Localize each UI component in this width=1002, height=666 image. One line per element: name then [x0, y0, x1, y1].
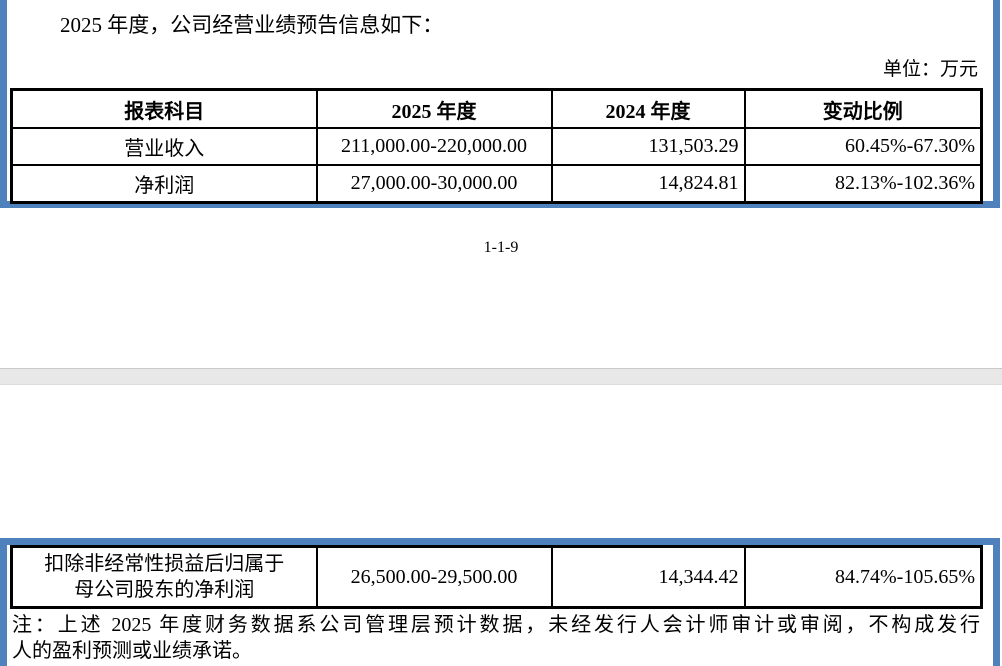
col-header-2024: 2024 年度: [550, 88, 746, 129]
footnote: 注：上述 2025 年度财务数据系公司管理层预计数据，未经发行人会计师审计或审阅…: [12, 612, 980, 664]
table-header-row: 报表科目 2025 年度 2024 年度 变动比例: [10, 88, 983, 129]
footnote-line1: 注：上述 2025 年度财务数据系公司管理层预计数据，未经发行人会计师审计或审阅…: [12, 614, 980, 636]
cell-change-ratio: 60.45%-67.30%: [743, 127, 983, 166]
cell-2025-value: 27,000.00-30,000.00: [315, 164, 553, 204]
subject-line1: 扣除非经常性损益后归属于: [44, 553, 285, 575]
subject-line2: 母公司股东的净利润: [74, 579, 255, 601]
cell-change-ratio: 84.74%-105.65%: [743, 545, 983, 609]
table-row-deducted-net-profit: 扣除非经常性损益后归属于 母公司股东的净利润 26,500.00-29,500.…: [10, 545, 983, 609]
cell-subject: 营业收入: [10, 127, 318, 166]
footnote-line2: 人的盈利预测或业绩承诺。: [12, 640, 252, 662]
cell-subject: 净利润: [10, 164, 318, 204]
page2-border-left: [0, 545, 7, 666]
cell-subject: 扣除非经常性损益后归属于 母公司股东的净利润: [10, 545, 318, 609]
performance-forecast-table: 报表科目 2025 年度 2024 年度 变动比例 营业收入 211,000.0…: [10, 88, 983, 204]
page-separator: [0, 368, 1002, 385]
page-number: 1-1-9: [483, 239, 519, 256]
table-row-net-profit: 净利润 27,000.00-30,000.00 14,824.81 82.13%…: [10, 164, 983, 204]
unit-label: 单位：万元: [882, 59, 978, 80]
performance-forecast-table-continuation: 扣除非经常性损益后归属于 母公司股东的净利润 26,500.00-29,500.…: [10, 545, 983, 609]
cell-2024-value: 14,824.81: [550, 164, 746, 204]
cell-2024-value: 131,503.29: [550, 127, 746, 166]
page1-border-left: [0, 0, 7, 208]
page2-border-right: [993, 545, 1000, 666]
page1-border-bottom: [0, 201, 1000, 208]
cell-change-ratio: 82.13%-102.36%: [743, 164, 983, 204]
page2-border-top: [0, 538, 1000, 545]
page1-border-right: [993, 0, 1000, 208]
cell-2025-value: 211,000.00-220,000.00: [315, 127, 553, 166]
col-header-change: 变动比例: [743, 88, 983, 129]
col-header-subject: 报表科目: [10, 88, 318, 129]
cell-2024-value: 14,344.42: [550, 545, 746, 609]
intro-paragraph: 2025 年度，公司经营业绩预告信息如下：: [60, 13, 444, 37]
col-header-2025: 2025 年度: [315, 88, 553, 129]
table-row-revenue: 营业收入 211,000.00-220,000.00 131,503.29 60…: [10, 127, 983, 166]
cell-2025-value: 26,500.00-29,500.00: [315, 545, 553, 609]
